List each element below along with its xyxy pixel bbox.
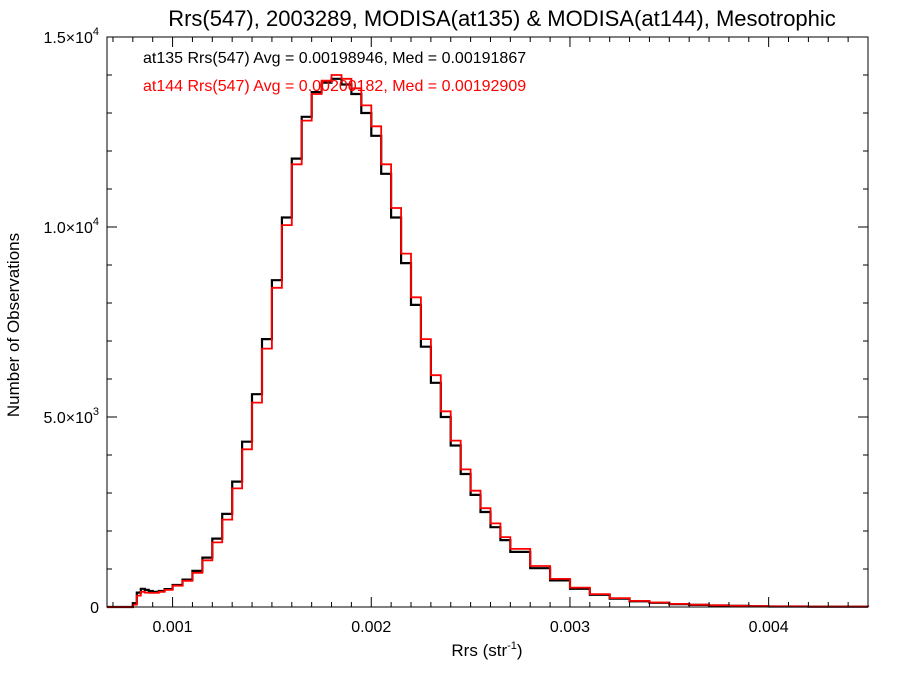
- y-tick-label-exp: 4: [93, 216, 99, 228]
- series-layer: [107, 74, 870, 609]
- y-axis-title: Number of Observations: [4, 233, 23, 417]
- x-tick-label: 0.004: [749, 619, 789, 636]
- x-tick-label: 0.002: [351, 619, 391, 636]
- x-axis-title-base: Rrs (str: [451, 641, 507, 660]
- y-tick-label-exp: 4: [93, 26, 99, 38]
- stats-at144: at144 Rrs(547) Avg = 0.00200182, Med = 0…: [143, 78, 526, 95]
- y-tick-label: 1.0×104: [43, 216, 99, 237]
- tick-layer: 0.001 0.002 0.003 0.00405.0×1031.0×1041.5×1…: [43, 26, 869, 636]
- y-tick-label-base: 5.0×10: [43, 410, 92, 427]
- chart-title: Rrs(547), 2003289, MODISA(at135) & MODIS…: [168, 6, 836, 31]
- x-axis-title: Rrs (str-1): [451, 640, 522, 660]
- y-tick-label-base: 1.0×10: [43, 220, 92, 237]
- y-tick-label: 5.0×103: [43, 406, 99, 427]
- x-axis-title-sup: -1: [507, 640, 517, 652]
- series-line-at135: [107, 77, 870, 609]
- x-axis-title-end: ): [517, 641, 523, 660]
- plot-frame: [106, 36, 869, 608]
- y-tick-label: 0: [90, 600, 99, 617]
- stats-at135: at135 Rrs(547) Avg = 0.00198946, Med = 0…: [143, 50, 526, 67]
- x-tick-label: 0.003: [550, 619, 590, 636]
- series-line-at144: [107, 74, 869, 608]
- y-axis-title-group: Number of Observations: [4, 233, 23, 417]
- y-tick-label-base: 1.5×10: [43, 30, 92, 47]
- y-tick-label: 1.5×104: [43, 26, 99, 47]
- x-tick-label: 0.001: [153, 619, 193, 636]
- y-tick-label-exp: 3: [93, 406, 99, 418]
- y-tick-label-base: 0: [90, 600, 99, 617]
